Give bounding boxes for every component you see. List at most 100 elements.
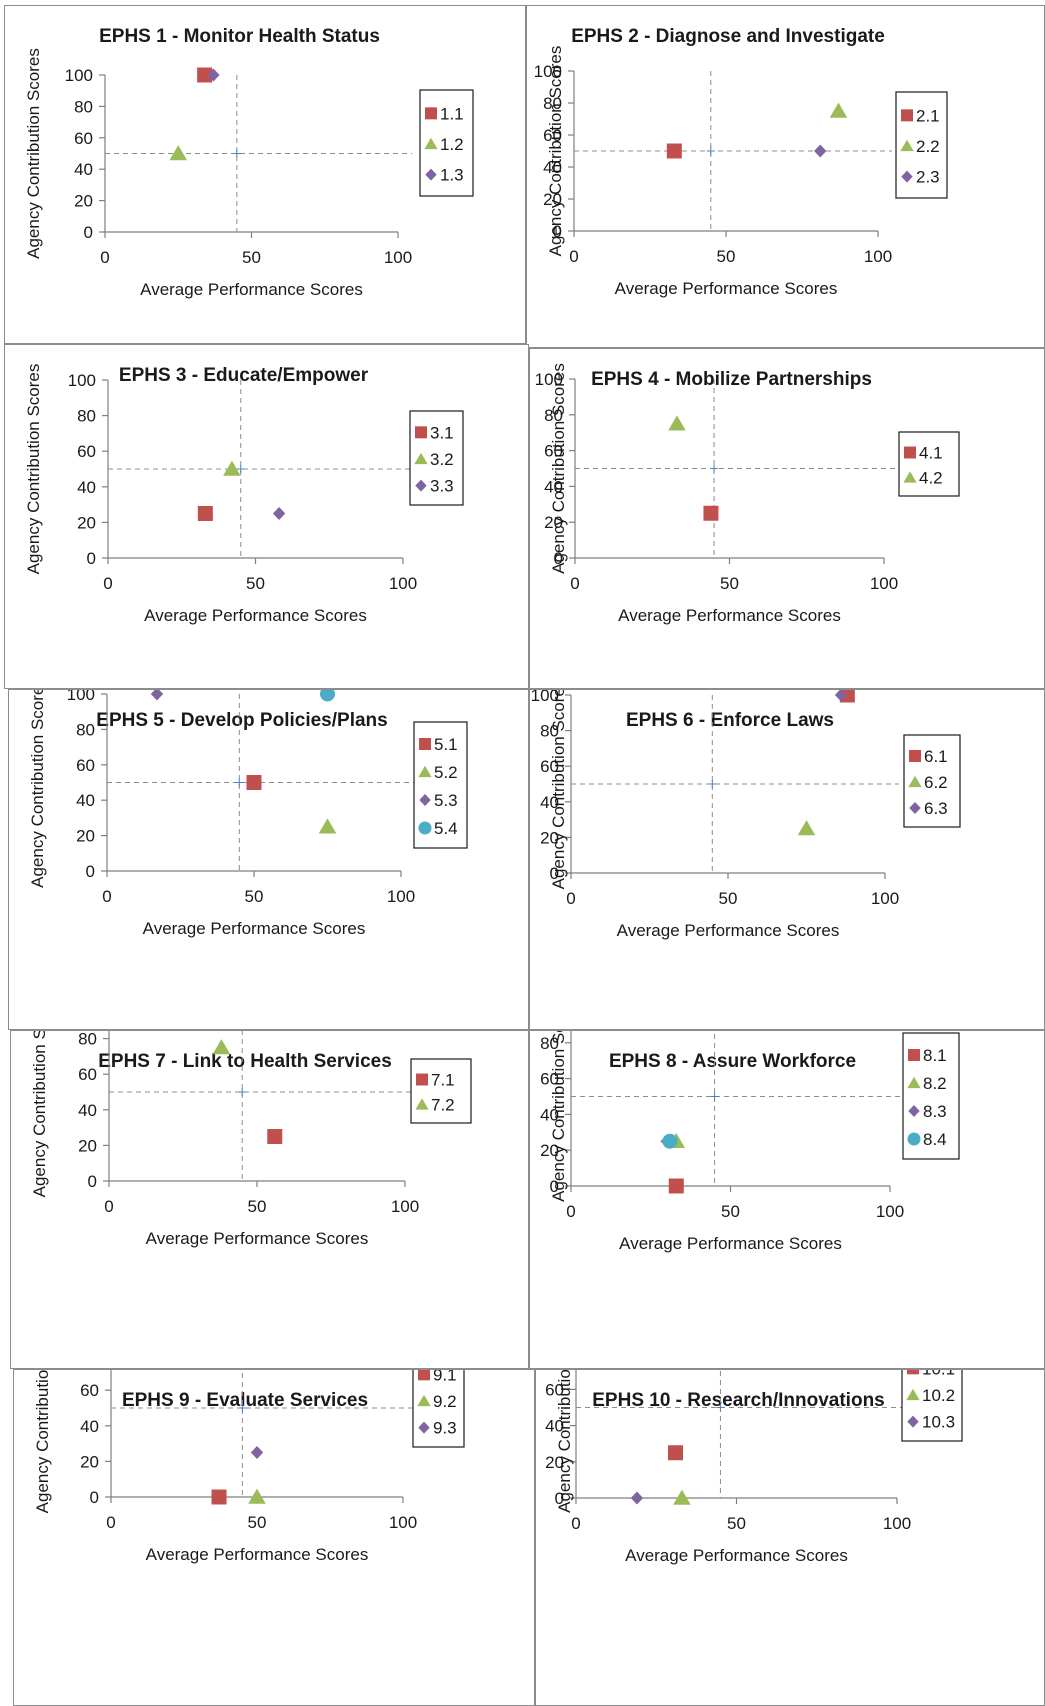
axes (568, 70, 879, 237)
legend-marker-8.1 (908, 1049, 920, 1061)
y-tick-label: 80 (74, 97, 93, 116)
y-axis-label: Agency Contribution Scores (24, 364, 43, 575)
legend-label: 8.4 (923, 1130, 947, 1149)
y-tick-label: 60 (80, 1381, 99, 1400)
legend: 8.1 8.2 8.3 8.4 (902, 1032, 960, 1160)
legend-label: 10.3 (922, 1413, 955, 1432)
chart-title: EPHS 5 - Develop Policies/Plans (96, 710, 387, 731)
x-tick-label: 0 (566, 889, 575, 908)
scatter-chart: EPHS 4 - Mobilize Partnerships 0 20 40 60 80 1… (535, 363, 960, 625)
x-tick-label: 50 (245, 887, 264, 906)
legend-marker-4.1 (904, 446, 916, 459)
legend-label: 5.4 (434, 819, 458, 838)
y-tick-label: 80 (540, 722, 559, 741)
chart-title: EPHS 1 - Monitor Health Status (99, 26, 380, 47)
legend-label: 5.1 (434, 735, 458, 754)
legend: 2.1 2.2 2.3 (895, 91, 948, 199)
legend-marker-8.2 (907, 1076, 921, 1089)
legend-marker-9.1 (418, 1370, 430, 1381)
y-tick-label: 60 (74, 129, 93, 148)
legend-marker-2.1 (901, 109, 913, 122)
legend-marker-5.4 (418, 821, 432, 835)
legend-marker-7.1 (416, 1073, 428, 1086)
y-tick-label: 100 (68, 371, 96, 390)
x-tick-label: 50 (246, 574, 265, 593)
chart-title: EPHS 4 - Mobilize Partnerships (591, 369, 872, 390)
data-points (211, 1446, 266, 1505)
y-tick-label: 60 (76, 756, 95, 775)
y-tick-label: 20 (77, 513, 96, 532)
legend: 4.14.2 (898, 431, 960, 497)
legend-marker-3.3 (415, 479, 427, 492)
legend-marker-5.3 (419, 794, 431, 806)
y-tick-label: 40 (544, 477, 563, 496)
x-tick-label: 50 (248, 1197, 267, 1216)
y-axis-label: Agency Contribution Scores (549, 1031, 568, 1202)
legend-label: 2.2 (916, 137, 940, 156)
x-tick-label: 50 (721, 1202, 740, 1221)
y-tick-label: 20 (80, 1452, 99, 1471)
crosshair (574, 71, 892, 231)
y-tick-label: 40 (77, 478, 96, 497)
legend-marker-1.1 (425, 107, 437, 120)
y-tick-label: 80 (544, 406, 563, 425)
data-point-2.1 (666, 143, 682, 159)
y-tick-label: 0 (88, 1172, 97, 1191)
data-points (150, 690, 337, 834)
data-point-5.1 (246, 775, 262, 790)
y-tick-label: 40 (543, 158, 562, 177)
data-points (169, 67, 220, 161)
legend-label: 7.1 (431, 1071, 455, 1090)
x-axis-label: Average Performance Scores (615, 279, 838, 298)
y-tick-label: 40 (80, 1417, 99, 1436)
legend-marker-1.3 (425, 168, 437, 181)
y-axis-label: Agency Contribution Scores (28, 690, 47, 888)
legend: 1.1 1.2 1.3 (419, 89, 474, 197)
y-tick-label: 80 (78, 1031, 97, 1049)
data-point-4.2 (668, 415, 686, 431)
x-axis-label: Average Performance Scores (625, 1546, 848, 1565)
data-point-8.1 (668, 1178, 684, 1194)
x-axis-label: Average Performance Scores (619, 1234, 842, 1253)
y-tick-label: 40 (76, 791, 95, 810)
legend-label: 6.1 (924, 747, 948, 766)
legend-marker-2.2 (900, 139, 914, 152)
legend-label: 3.1 (430, 423, 454, 442)
y-tick-label: 40 (540, 1105, 559, 1124)
data-point-7.2 (212, 1039, 231, 1055)
y-tick-label: 40 (74, 160, 93, 179)
x-tick-label: 50 (717, 247, 736, 266)
y-tick-label: 0 (555, 1489, 564, 1508)
legend-label: 8.1 (923, 1046, 947, 1065)
y-tick-label: 80 (76, 720, 95, 739)
data-points (660, 1132, 686, 1194)
legend-marker-9.2 (417, 1394, 431, 1407)
y-tick-label: 0 (84, 223, 93, 242)
chart-title: EPHS 8 - Assure Workforce (609, 1051, 856, 1072)
data-point-2.2 (829, 102, 848, 118)
legend: 5.1 5.2 5.3 5.4 (413, 721, 468, 849)
data-point-3.2 (223, 460, 241, 476)
crosshair (575, 379, 898, 558)
scatter-chart: EPHS 10 - Research/Innovations0204060801… (545, 1370, 963, 1565)
x-tick-label: 0 (104, 1197, 113, 1216)
data-point-6.3 (834, 690, 848, 702)
x-tick-label: 100 (387, 887, 415, 906)
y-tick-label: 40 (78, 1101, 97, 1120)
y-axis-label: Agency Contribution Scores (30, 1031, 49, 1197)
y-tick-label: 60 (540, 1070, 559, 1089)
legend-marker-6.1 (909, 750, 921, 762)
chart-panel-ephs-6: EPHS 6 - Enforce Laws 0 20 40 60 80 100 0 50 100 A… (529, 689, 1045, 1030)
y-tick-label: 0 (86, 862, 95, 881)
crosshair (111, 1370, 417, 1497)
scatter-chart: EPHS 7 - Link to Health Services 0 20 40 60 8… (30, 1031, 472, 1248)
legend-label: 6.2 (924, 773, 948, 792)
scatter-chart: EPHS 5 - Develop Policies/Plans 0 20 40 60 80… (28, 690, 468, 938)
data-point-5.2 (318, 818, 337, 834)
y-tick-label: 100 (534, 62, 562, 81)
legend-marker-6.2 (908, 775, 922, 788)
axes (99, 74, 399, 238)
legend-label: 10.1 (922, 1370, 955, 1378)
chart-panel-ephs-1: EPHS 1 - Monitor Health Status 0 20 40 60 80 1… (4, 5, 526, 344)
chart-title: EPHS 7 - Link to Health Services (98, 1051, 392, 1072)
